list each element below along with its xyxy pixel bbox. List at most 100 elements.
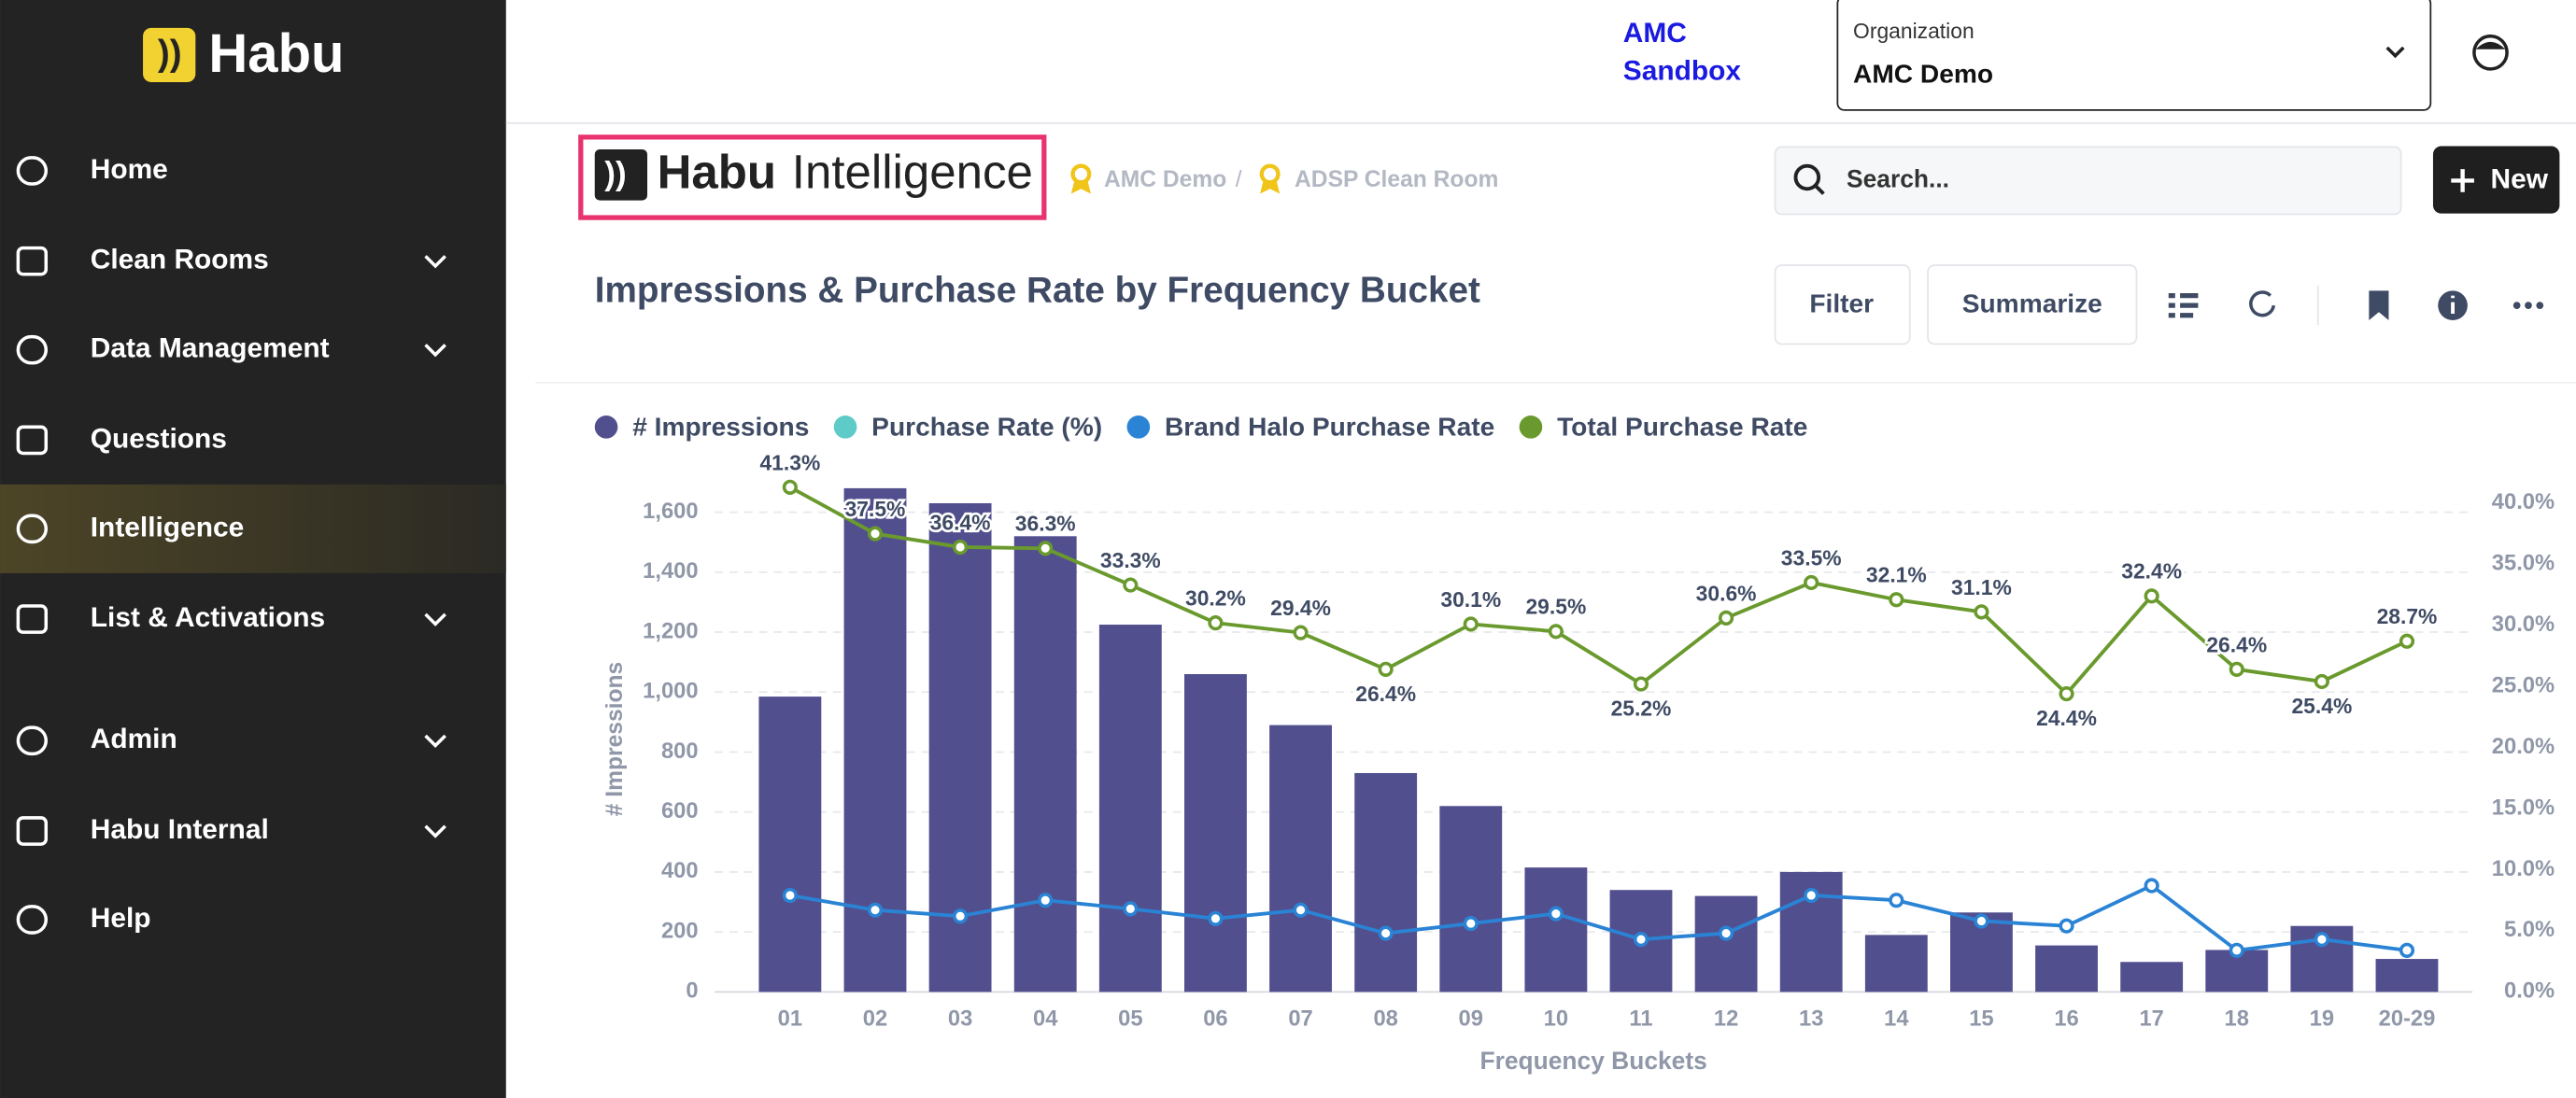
nav-icon	[16, 334, 49, 365]
x-tick-label: 06	[1203, 1007, 1227, 1032]
new-button-label: New	[2491, 163, 2549, 194]
nav-icon	[16, 514, 49, 544]
y2-tick-label: 0.0%	[2504, 979, 2555, 1004]
nav-icon	[16, 425, 49, 456]
line	[788, 486, 2408, 697]
nav-icon	[16, 246, 49, 276]
nav-label[interactable]: Clean Rooms	[91, 245, 269, 275]
nav-item[interactable]	[0, 875, 506, 964]
org-select[interactable]	[1836, 0, 2432, 111]
y-tick-label: 0	[686, 979, 698, 1004]
y-tick-label: 1,200	[643, 619, 698, 643]
nav-label[interactable]: Data Management	[91, 333, 330, 364]
line-point	[1378, 661, 1394, 677]
breadcrumb[interactable]: ADSP Clean Room	[1295, 167, 1498, 192]
line-point	[1548, 624, 1564, 640]
x-tick-label: 05	[1118, 1007, 1142, 1032]
avatar-hair	[2475, 41, 2506, 49]
y-tick-label: 400	[661, 859, 699, 883]
data-label: 24.4%	[2036, 706, 2097, 730]
x-tick-label: 02	[863, 1007, 887, 1032]
legend-label[interactable]: Purchase Rate (%)	[871, 413, 1102, 442]
search-icon	[1814, 184, 1825, 195]
more-icon[interactable]	[2512, 302, 2544, 310]
nav-chevron	[424, 612, 446, 626]
x-tick-label: 14	[1884, 1007, 1909, 1032]
logo-brand: Habu	[658, 146, 777, 199]
data-label: 41.3%	[759, 450, 820, 474]
data-label: 30.6%	[1696, 581, 1757, 605]
nav-label[interactable]: Home	[91, 154, 168, 185]
search-placeholder: Search...	[1847, 164, 1949, 192]
bar	[1694, 895, 1758, 992]
line-point	[1804, 574, 1819, 591]
data-label: 26.4%	[2206, 632, 2267, 656]
line-point	[953, 539, 969, 556]
breadcrumb-separator: /	[1236, 167, 1242, 192]
filter-button[interactable]	[1774, 264, 1911, 345]
refresh-icon[interactable]	[2249, 290, 2276, 317]
breadcrumb[interactable]: AMC Demo	[1104, 167, 1226, 192]
new-button[interactable]	[2432, 146, 2560, 214]
data-label: 26.4%	[1355, 682, 1416, 706]
org-label: Organization	[1853, 19, 1974, 43]
nav-active-bg	[0, 484, 506, 573]
y-tick-label: 800	[661, 739, 699, 764]
line-point	[1974, 604, 1989, 620]
logo-icon	[143, 27, 196, 82]
nav-item[interactable]	[0, 485, 506, 573]
search-box[interactable]	[1774, 146, 2402, 216]
nav-item[interactable]	[0, 396, 506, 485]
list-icon[interactable]	[2168, 292, 2199, 318]
legend-swatch	[1519, 415, 1543, 439]
legend-swatch	[594, 415, 618, 439]
line-point	[1293, 625, 1309, 640]
line-point	[1208, 615, 1224, 631]
nav-icon	[16, 156, 49, 186]
nav-item[interactable]	[0, 126, 506, 215]
bookmark-icon[interactable]	[2369, 290, 2389, 320]
line-point	[2229, 661, 2244, 677]
legend-label[interactable]: Brand Halo Purchase Rate	[1165, 413, 1494, 442]
nav-icon	[16, 905, 49, 935]
nav-label[interactable]: List & Activations	[91, 602, 325, 633]
nav-label[interactable]: Habu Internal	[91, 814, 269, 845]
nav-chevron	[424, 255, 446, 269]
data-label: 25.4%	[2291, 694, 2352, 718]
line-point	[2059, 918, 2074, 934]
y-tick-label: 1,000	[643, 680, 698, 704]
summarize-label: Summarize	[1962, 289, 2102, 318]
line-point	[2144, 588, 2159, 604]
line-point	[953, 908, 969, 924]
x-tick-label: 01	[778, 1007, 802, 1032]
line	[789, 883, 2408, 952]
y2-tick-label: 5.0%	[2504, 918, 2555, 942]
legend-label[interactable]: Total Purchase Rate	[1557, 413, 1807, 442]
line-point	[782, 479, 798, 495]
x-tick-label: 18	[2225, 1007, 2249, 1032]
data-label: 33.5%	[1781, 545, 1842, 570]
logo-glyph: ))	[158, 34, 182, 74]
y2-tick-label: 25.0%	[2492, 673, 2555, 697]
environment: Sandbox	[1623, 55, 1742, 86]
legend-label[interactable]: # Impressions	[632, 413, 809, 442]
y-axis-title: # Impressions	[602, 662, 628, 817]
nav-label[interactable]: Questions	[91, 423, 227, 454]
summarize-button[interactable]	[1927, 264, 2138, 345]
data-label: 31.1%	[1951, 575, 2012, 599]
avatar[interactable]	[2472, 34, 2509, 71]
logo-glyph: ))	[604, 155, 626, 191]
search-icon	[1793, 163, 1821, 191]
nav-label[interactable]: Help	[91, 903, 151, 934]
org-value: AMC Demo	[1853, 59, 1993, 88]
line-point	[2314, 932, 2329, 948]
nav-label[interactable]: Intelligence	[91, 512, 244, 542]
line-point	[1804, 887, 1819, 904]
logo-product: Intelligence	[792, 146, 1033, 199]
nav-icon	[16, 604, 49, 634]
nav-label[interactable]: Admin	[91, 724, 177, 754]
plus-icon	[2451, 169, 2474, 192]
data-label: 32.1%	[1866, 563, 1927, 587]
bar	[1354, 772, 1418, 992]
x-tick-label: 20-29	[2379, 1007, 2436, 1032]
